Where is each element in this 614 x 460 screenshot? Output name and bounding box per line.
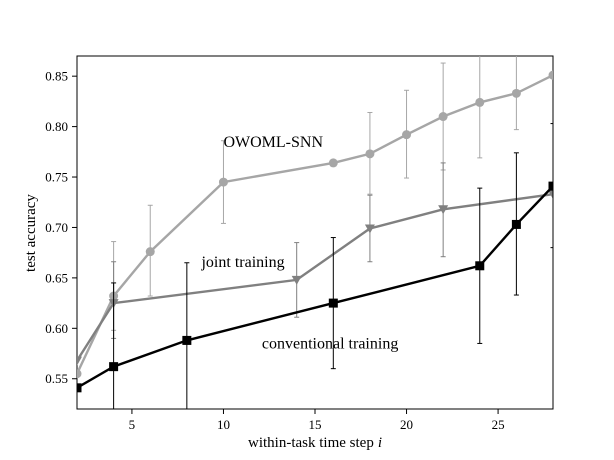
data-point bbox=[475, 261, 485, 271]
data-point bbox=[77, 383, 82, 393]
series-annotation: joint training bbox=[200, 254, 284, 271]
data-point bbox=[182, 335, 192, 345]
data-point bbox=[291, 275, 302, 285]
data-point bbox=[364, 224, 375, 234]
y-tick-label: 0.75 bbox=[45, 170, 68, 185]
series-line bbox=[77, 185, 553, 389]
y-axis-label: test accuracy bbox=[23, 194, 39, 272]
x-tick-label: 20 bbox=[400, 417, 413, 432]
y-tick-label: 0.85 bbox=[45, 69, 68, 84]
plot-area: 5 10 15 20 25 0.55 0.60 0.65 0.70 0.75 0.80 0.85 OWO… bbox=[45, 55, 554, 432]
series-annotation: OWOML-SNN bbox=[223, 134, 323, 151]
series-group bbox=[77, 56, 553, 409]
series-annotation: conventional training bbox=[262, 335, 398, 352]
y-tick-label: 0.55 bbox=[45, 371, 68, 386]
data-point bbox=[548, 190, 553, 200]
data-point bbox=[511, 88, 521, 98]
data-point bbox=[548, 181, 553, 191]
x-tick-label: 15 bbox=[309, 417, 322, 432]
data-point bbox=[402, 130, 412, 140]
x-tick-label: 5 bbox=[129, 417, 136, 432]
data-point bbox=[77, 369, 82, 379]
data-point bbox=[475, 97, 485, 107]
x-tick-label: 25 bbox=[492, 417, 505, 432]
data-point bbox=[109, 362, 119, 372]
y-tick-label: 0.60 bbox=[45, 321, 68, 336]
data-point bbox=[328, 158, 338, 168]
data-point bbox=[77, 356, 82, 366]
data-point bbox=[438, 112, 448, 122]
y-tick-label: 0.80 bbox=[45, 119, 68, 134]
data-point bbox=[145, 247, 155, 257]
x-axis-label-text: within-task time step bbox=[248, 435, 374, 451]
x-axis-label-variable: i bbox=[378, 435, 382, 451]
series-line bbox=[77, 74, 553, 375]
y-tick-label: 0.65 bbox=[45, 270, 68, 285]
y-tick-label: 0.70 bbox=[45, 220, 68, 235]
data-point bbox=[365, 149, 375, 159]
data-point bbox=[511, 219, 521, 229]
x-tick-label: 10 bbox=[217, 417, 230, 432]
data-point bbox=[328, 298, 338, 308]
plot-frame bbox=[76, 55, 554, 410]
data-point bbox=[438, 205, 449, 215]
data-point bbox=[218, 177, 228, 187]
data-point bbox=[548, 70, 553, 80]
x-axis-label: within-task time step i bbox=[248, 435, 382, 451]
